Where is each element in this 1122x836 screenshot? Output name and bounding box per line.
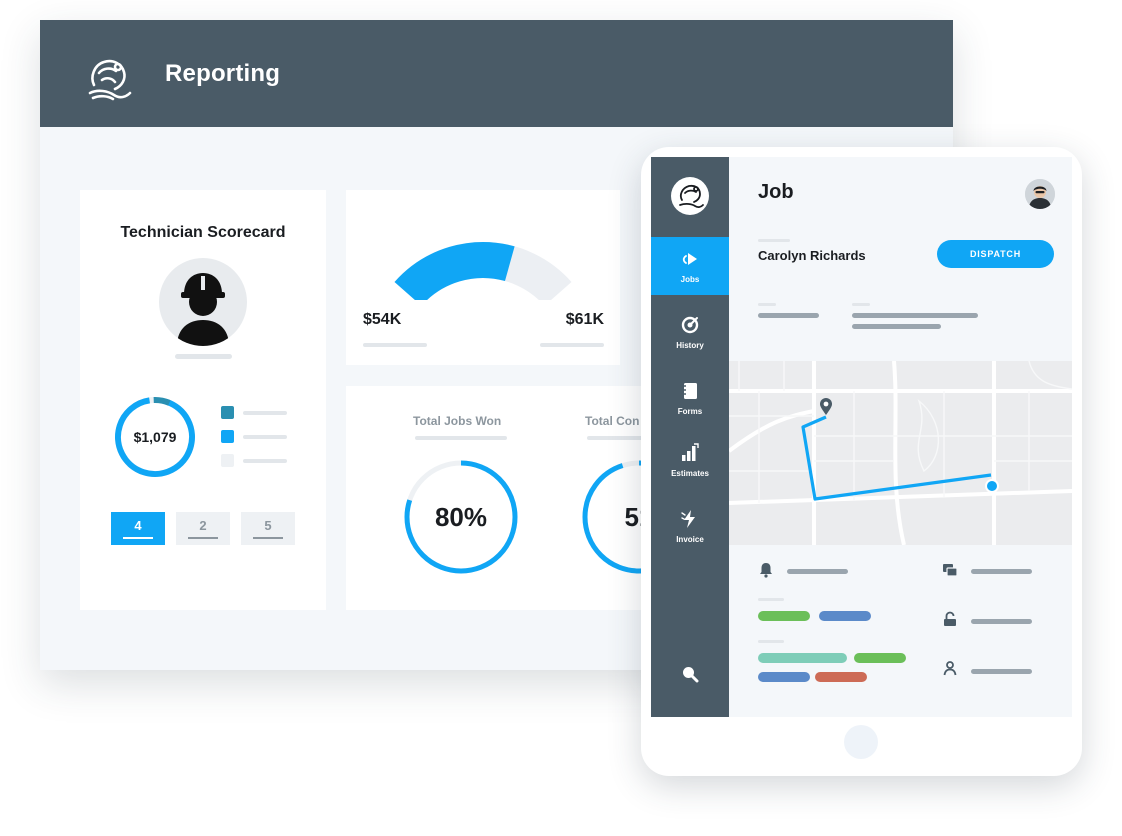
amount-value: $1,079 bbox=[133, 429, 177, 445]
page-button-4[interactable]: 4 bbox=[111, 512, 165, 545]
stat-label-placeholder bbox=[415, 436, 507, 440]
start-pin-icon bbox=[820, 398, 832, 415]
user-photo bbox=[1025, 179, 1055, 209]
gauge-high-placeholder bbox=[540, 343, 604, 347]
nav-invoice[interactable]: Invoice bbox=[651, 497, 729, 555]
jobs-won-value: 80% bbox=[434, 502, 488, 532]
technician-hardhat-icon bbox=[177, 273, 229, 346]
job-panel: Job Carolyn Richards DISPATCH bbox=[729, 157, 1072, 717]
legend-label-placeholder bbox=[243, 435, 287, 439]
nav-label: Invoice bbox=[676, 535, 704, 544]
gauge-fill bbox=[394, 242, 515, 300]
bell-icon bbox=[760, 563, 772, 578]
page-button-2[interactable]: 2 bbox=[176, 512, 230, 545]
nav-label: Estimates bbox=[671, 469, 709, 478]
legend-swatch bbox=[221, 430, 234, 443]
stat-label-total: Total Con bbox=[585, 414, 640, 428]
technician-scorecard: Technician Scorecard $1,079 bbox=[80, 190, 326, 610]
legend-label-placeholder bbox=[243, 459, 287, 463]
forms-icon bbox=[683, 383, 697, 399]
estimates-icon bbox=[682, 443, 699, 461]
total-ring bbox=[582, 460, 656, 574]
info-placeholder bbox=[971, 619, 1032, 624]
page-button-5[interactable]: 5 bbox=[241, 512, 295, 545]
nav-estimates[interactable]: Estimates bbox=[651, 431, 729, 489]
nav-label: Jobs bbox=[680, 275, 700, 284]
route-path bbox=[801, 415, 992, 501]
tag-pill bbox=[819, 611, 871, 621]
stat-label-jobs-won: Total Jobs Won bbox=[413, 414, 502, 428]
info-placeholder bbox=[787, 569, 848, 574]
job-title: Job bbox=[758, 181, 794, 203]
app-sidebar: Jobs History Forms Estimates bbox=[651, 157, 729, 717]
tablet-frame: Jobs History Forms Estimates bbox=[641, 147, 1082, 776]
page-title: Reporting bbox=[165, 60, 281, 87]
scorecard-title: Technician Scorecard bbox=[120, 224, 286, 241]
info-placeholder bbox=[971, 669, 1032, 674]
tablet-home-button[interactable] bbox=[844, 725, 878, 759]
tag-pill bbox=[758, 611, 810, 621]
info-placeholder bbox=[971, 569, 1032, 574]
tag-pill bbox=[758, 672, 810, 682]
tag-pill bbox=[854, 653, 906, 663]
brand-logo-icon bbox=[679, 184, 704, 208]
legend-label-placeholder bbox=[243, 411, 287, 415]
stat-label-placeholder bbox=[587, 436, 656, 440]
lock-icon bbox=[944, 611, 956, 626]
customer-name: Carolyn Richards bbox=[758, 248, 866, 263]
nav-label: Forms bbox=[677, 407, 703, 416]
technician-avatar bbox=[159, 258, 247, 346]
legend-swatch bbox=[221, 454, 234, 467]
jobs-won-ring bbox=[404, 460, 518, 574]
history-icon bbox=[681, 316, 699, 334]
nav-jobs[interactable]: Jobs bbox=[651, 237, 729, 295]
chat-icon bbox=[943, 564, 958, 577]
revenue-gauge-card: $54K $61K bbox=[346, 190, 620, 365]
gauge-high-label: $61K bbox=[565, 311, 604, 328]
invoice-icon bbox=[681, 510, 695, 528]
tag-pill bbox=[758, 653, 847, 663]
amount-ring bbox=[115, 397, 195, 477]
destination-dot bbox=[985, 479, 999, 493]
legend-swatch bbox=[221, 406, 234, 419]
detail-value-placeholder bbox=[852, 313, 978, 318]
revenue-gauge bbox=[394, 242, 572, 300]
legend-item bbox=[221, 430, 301, 444]
avatar-caption-placeholder bbox=[175, 354, 232, 359]
reporting-header: Reporting bbox=[40, 20, 953, 127]
gauge-low-label: $54K bbox=[363, 311, 402, 328]
app-logo bbox=[671, 177, 709, 215]
detail-value-placeholder bbox=[852, 324, 941, 329]
legend-item bbox=[221, 454, 301, 468]
detail-label-placeholder bbox=[852, 303, 870, 306]
jobs-icon bbox=[682, 253, 697, 265]
detail-label-placeholder bbox=[758, 303, 776, 306]
brand-logo-icon bbox=[88, 59, 132, 101]
gauge-low-placeholder bbox=[363, 343, 427, 347]
user-avatar[interactable] bbox=[1025, 179, 1055, 209]
nav-history[interactable]: History bbox=[651, 303, 729, 361]
nav-forms[interactable]: Forms bbox=[651, 369, 729, 427]
tag-label-placeholder bbox=[758, 640, 784, 643]
nav-label: History bbox=[676, 341, 704, 350]
person-icon bbox=[943, 661, 957, 676]
tag-label-placeholder bbox=[758, 598, 784, 601]
search-icon[interactable] bbox=[681, 665, 699, 683]
legend-item bbox=[221, 406, 301, 420]
detail-value-placeholder bbox=[758, 313, 819, 318]
route-map[interactable] bbox=[729, 361, 1072, 545]
tag-pill bbox=[815, 672, 867, 682]
dispatch-button[interactable]: DISPATCH bbox=[937, 240, 1054, 268]
stats-card: Total Jobs Won 80% Total Con 51 bbox=[346, 386, 656, 610]
customer-label-placeholder bbox=[758, 239, 790, 242]
